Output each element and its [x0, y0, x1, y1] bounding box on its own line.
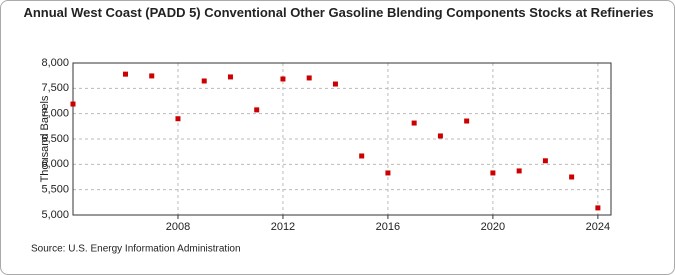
point [595, 205, 601, 211]
point [385, 170, 391, 176]
point [70, 101, 76, 107]
point [175, 116, 181, 122]
point [306, 75, 312, 81]
point [254, 107, 260, 113]
point [464, 118, 470, 124]
source: Source: U.S. Energy Information Administ… [31, 244, 241, 255]
x-tick-label: 2024 [586, 221, 610, 233]
point [542, 158, 548, 164]
y-axis-label: Thousand Barrels [39, 95, 51, 182]
y-tick-label: 7,500 [41, 82, 69, 94]
x-tick-label: 2008 [166, 221, 190, 233]
point [516, 168, 522, 174]
y-tick-label: 7,000 [41, 108, 69, 120]
point [490, 170, 496, 176]
point [201, 78, 207, 84]
point [122, 71, 128, 77]
y-tick-label: 8,000 [41, 57, 69, 69]
y-tick-label: 5,500 [41, 184, 69, 196]
point [569, 174, 575, 180]
y-tick-label: 6,500 [41, 133, 69, 145]
point [437, 133, 443, 139]
x-tick-label: 2012 [271, 221, 295, 233]
x-tick-label: 2016 [376, 221, 400, 233]
y-tick-label: 5,000 [41, 209, 69, 221]
x-tick-label: 2020 [481, 221, 505, 233]
point [149, 73, 155, 79]
point [332, 81, 338, 87]
point [411, 120, 417, 126]
plot-border [72, 62, 612, 216]
point [359, 153, 365, 159]
point [227, 74, 233, 80]
point [280, 76, 286, 82]
chart-title: Annual West Coast (PADD 5) Conventional … [23, 5, 654, 20]
plot-area [73, 63, 611, 215]
y-tick-label: 6,000 [41, 158, 69, 170]
